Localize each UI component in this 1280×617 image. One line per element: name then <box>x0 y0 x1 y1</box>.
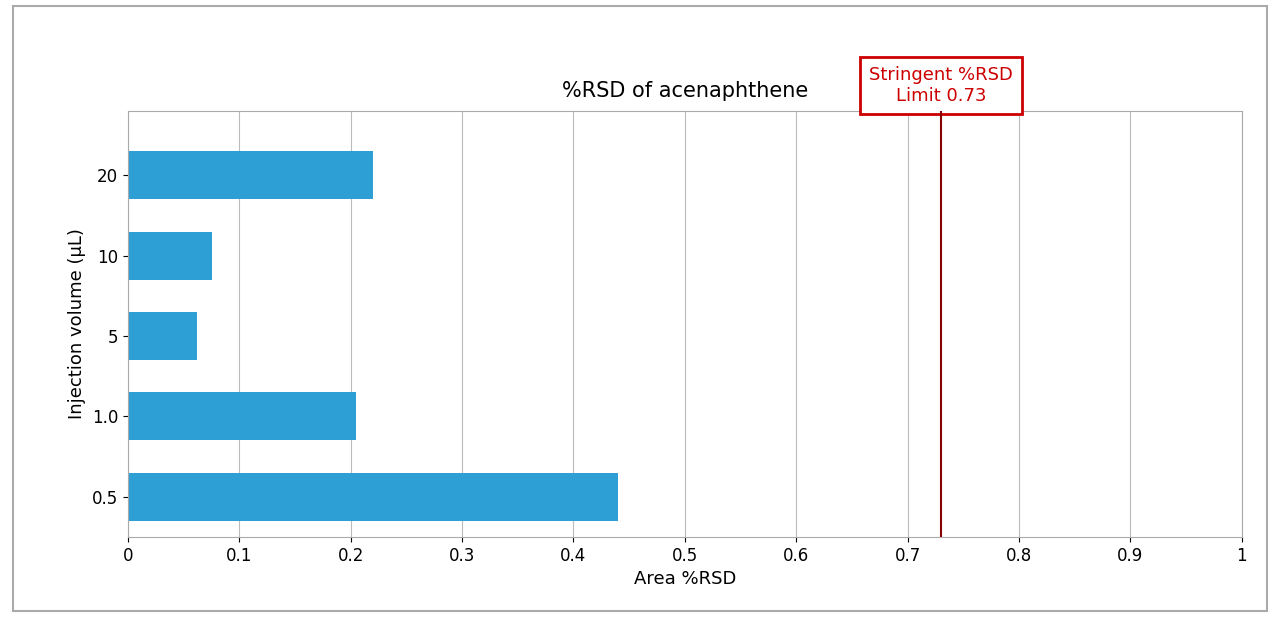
Bar <box>128 312 197 360</box>
Bar <box>128 151 372 199</box>
Y-axis label: Injection volume (μL): Injection volume (μL) <box>68 228 86 420</box>
Bar <box>128 473 618 521</box>
Text: Stringent %RSD
Limit 0.73: Stringent %RSD Limit 0.73 <box>869 66 1012 105</box>
Bar <box>128 392 356 441</box>
Title: %RSD of acenaphthene: %RSD of acenaphthene <box>562 81 808 101</box>
X-axis label: Area %RSD: Area %RSD <box>634 570 736 588</box>
Bar <box>128 231 211 280</box>
